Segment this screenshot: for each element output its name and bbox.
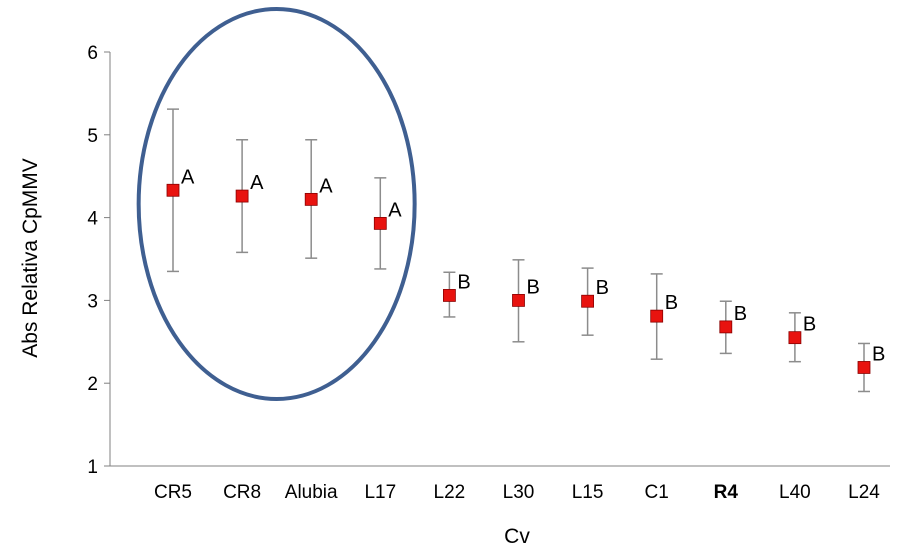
x-tick-label: L17: [364, 482, 396, 503]
y-tick-label: 1: [87, 457, 98, 478]
group-letter-label: B: [734, 303, 747, 325]
y-tick-label: 3: [87, 291, 98, 312]
x-tick-label: CR5: [154, 482, 192, 503]
x-tick-label: L24: [848, 482, 880, 503]
axes: 1 2 3 4 5 6 CR5 CR8 Alubia L17 L22 L30 L15 C1 R4 L40 L24: [87, 43, 890, 503]
annotation-layer: [136, 7, 417, 401]
x-tick-label: CR8: [223, 482, 261, 503]
data-point: [304, 192, 318, 206]
data-point: [373, 216, 387, 230]
group-letter-label: A: [181, 166, 195, 188]
y-axis-title: Abs Relativa CpMMV: [19, 158, 42, 358]
group-letter-label: B: [665, 292, 678, 314]
x-tick-label: L22: [434, 482, 466, 503]
data-point: [788, 331, 802, 345]
group-letter-label: A: [319, 175, 333, 197]
group-letter-label: A: [388, 199, 402, 221]
x-tick-label: L40: [779, 482, 811, 503]
data-point: [235, 189, 249, 203]
y-tick-label: 5: [87, 126, 98, 147]
group-letter-label: A: [250, 172, 264, 194]
data-point: [857, 361, 871, 374]
data-point: [581, 294, 594, 308]
group-letter-label: B: [872, 343, 885, 365]
group-letter-label: B: [457, 271, 470, 293]
x-tick-label: Alubia: [285, 482, 338, 503]
group-letter-label: B: [596, 277, 609, 299]
group-letter-label: B: [527, 276, 540, 298]
group-letter-label: B: [803, 314, 816, 336]
data-point: [719, 320, 733, 334]
x-axis-title: Cv: [504, 525, 530, 548]
data-point: [512, 293, 525, 307]
x-tick-label: L30: [503, 482, 535, 503]
data-point: [650, 309, 664, 323]
group-ellipse: [136, 7, 417, 401]
data-point: [166, 183, 180, 197]
y-tick-label: 2: [87, 374, 98, 395]
x-tick-label: C1: [645, 482, 669, 503]
data-marks: A A A A B B B B B B B: [166, 108, 885, 393]
x-tick-label: L15: [572, 482, 604, 503]
y-tick-label: 6: [87, 43, 98, 64]
y-tick-label: 4: [87, 209, 98, 230]
data-point: [442, 289, 456, 302]
x-tick-label: R4: [714, 482, 739, 503]
